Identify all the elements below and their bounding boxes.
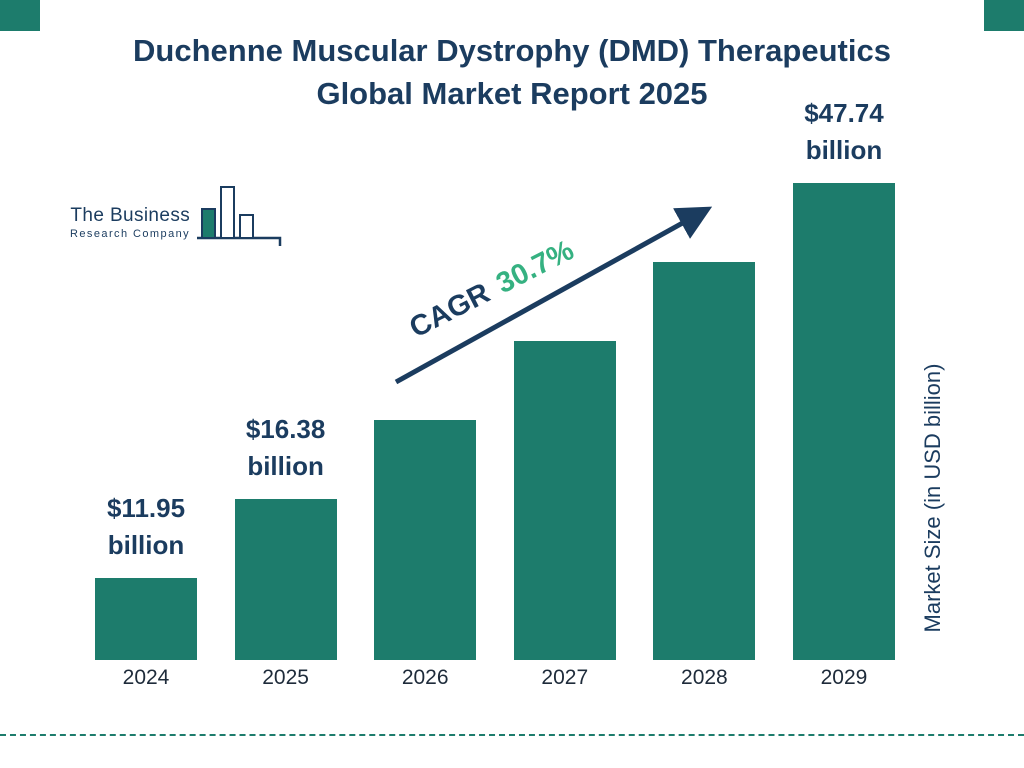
x-axis-label-2029: 2029: [820, 666, 868, 689]
bar-chart: $11.95 billion $16.38 billion $47.74 billion: [95, 98, 895, 660]
bar-column-2025: $16.38 billion: [234, 180, 337, 660]
corner-accent-right: [984, 0, 1024, 31]
y-axis-label: Market Size (in USD billion): [920, 363, 945, 633]
bar-column-2029: $47.74 billion: [792, 98, 895, 660]
trend-arrow: [394, 206, 713, 385]
logo-text: The Business Research Company: [70, 205, 190, 248]
x-axis-label-2027: 2027: [541, 666, 589, 689]
page-title-line2: Global Market Report 2025: [316, 75, 708, 111]
bar-2027: [513, 341, 616, 660]
logo: The Business Research Company: [70, 184, 288, 248]
value-label-amount: $11.95: [106, 493, 186, 524]
value-label-amount: $47.74: [804, 98, 884, 129]
bar-2029: [792, 183, 895, 660]
x-axis-label-2024: 2024: [122, 666, 170, 689]
bar-column-2024: $11.95 billion: [95, 180, 197, 660]
x-axis-labels: 2024 2025 2026 2027 2028 2029: [95, 666, 895, 690]
value-label-2025: $16.38 billion: [191, 411, 381, 485]
value-label-amount: $16.38: [245, 414, 326, 445]
bottom-dashed-divider: [0, 734, 1024, 736]
value-label-2029: $47.74 billion: [749, 95, 939, 169]
bar-2024: [95, 578, 197, 660]
value-label-unit: billion: [805, 135, 883, 166]
x-axis-label-2026: 2026: [401, 666, 449, 689]
value-label-unit: billion: [247, 451, 324, 482]
corner-accent-left: [0, 0, 40, 31]
bar-2025: [234, 499, 337, 660]
x-axis-label-2028: 2028: [681, 666, 728, 689]
x-axis-label-2025: 2025: [262, 666, 309, 689]
bar-column-2026: [374, 180, 477, 660]
bar-column-2027: [513, 180, 616, 660]
page-title: Duchenne Muscular Dystrophy (DMD) Therap…: [7, 30, 1017, 116]
value-label-unit: billion: [107, 530, 185, 561]
page-title-line1: Duchenne Muscular Dystrophy (DMD) Therap…: [133, 33, 891, 68]
logo-text-line2: Research Company: [70, 228, 191, 240]
bar-2026: [374, 420, 477, 660]
value-label-2024: $11.95 billion: [51, 490, 241, 564]
bar-column-2028: [653, 180, 756, 660]
bar-chart-logo-icon: [197, 186, 282, 246]
logo-text-line1: The Business: [70, 205, 191, 226]
bar-2028: [653, 262, 756, 660]
